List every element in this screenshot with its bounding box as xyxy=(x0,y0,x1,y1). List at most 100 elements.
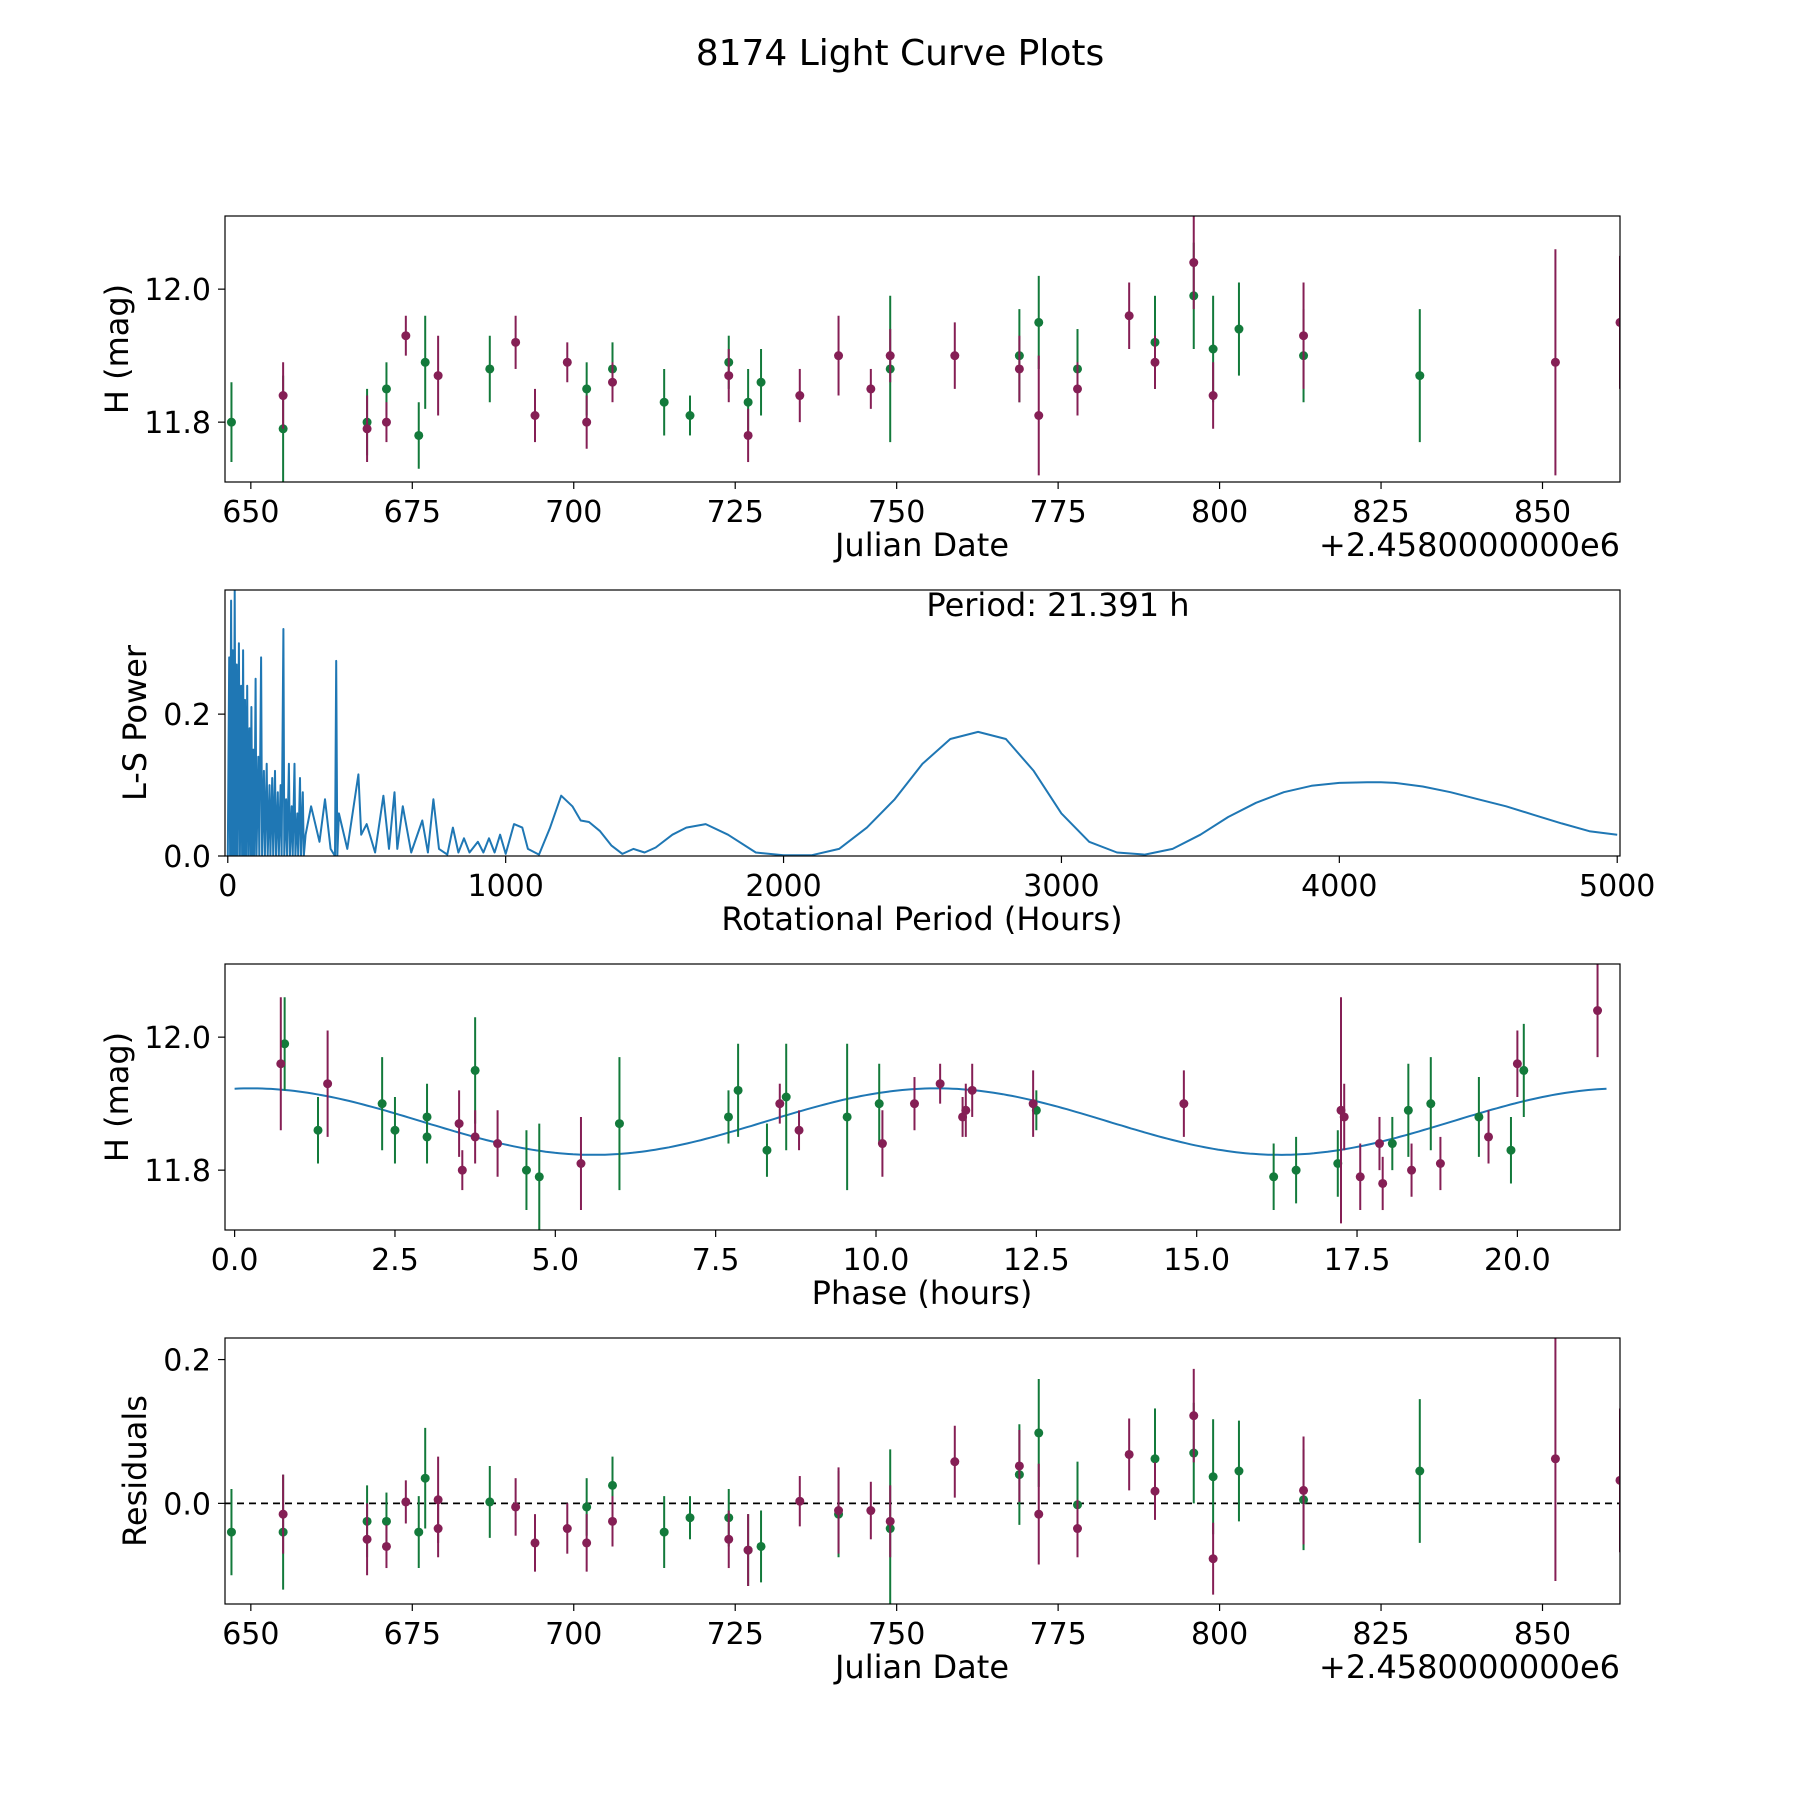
phased-point-purple xyxy=(1407,1165,1417,1175)
lightcurve-point-purple xyxy=(885,351,895,361)
residuals-point-green xyxy=(485,1497,495,1507)
lightcurve-point-green xyxy=(1234,324,1244,334)
residuals-point-purple xyxy=(381,1541,391,1551)
lightcurve-xtick-label: 775 xyxy=(1029,495,1086,530)
lightcurve-points xyxy=(226,216,1620,482)
residuals-point-purple xyxy=(562,1524,572,1534)
phased-x-label: Phase (hours) xyxy=(812,1274,1033,1312)
phased-model-curve xyxy=(234,1087,1607,1156)
lightcurve-xtick-label: 675 xyxy=(384,495,441,530)
lightcurve-point-green xyxy=(743,397,753,407)
residuals-y-label: Residuals xyxy=(116,1395,154,1547)
lightcurve-point-purple xyxy=(362,424,372,434)
residuals-point-green xyxy=(420,1473,430,1483)
lightcurve-point-purple xyxy=(950,351,960,361)
periodogram-xtick-label: 5000 xyxy=(1579,869,1655,904)
residuals-x-label: Julian Date xyxy=(833,1648,1009,1686)
phased-point-purple xyxy=(1355,1172,1365,1182)
residuals-ytick-label: 0.2 xyxy=(163,1344,211,1379)
phased-point-purple xyxy=(576,1159,586,1168)
phased-xtick-label: 20.0 xyxy=(1484,1243,1551,1278)
phased-point-purple xyxy=(1484,1132,1494,1142)
residuals-y-ticks: 0.0 0.2 xyxy=(163,1344,225,1522)
phased-point-purple xyxy=(1179,1099,1189,1109)
lightcurve-point-purple xyxy=(608,377,617,387)
lightcurve-xtick-label: 700 xyxy=(545,495,602,530)
panel-phased: 0.0 2.5 5.0 7.5 10.0 12.5 15.0 17.5 20.0 11.8 12.… xyxy=(98,963,1621,1312)
phased-point-green xyxy=(874,1099,884,1109)
residuals-point-purple xyxy=(866,1506,876,1516)
lightcurve-point-green xyxy=(420,357,430,367)
lightcurve-point-purple xyxy=(1189,258,1199,268)
phased-xtick-label: 12.5 xyxy=(1003,1243,1070,1278)
panel-residuals: 650 675 700 725 750 775 800 825 850 0.0 0.2 Julia… xyxy=(116,1337,1621,1686)
residuals-point-green xyxy=(685,1513,695,1523)
lightcurve-xtick-label: 725 xyxy=(707,495,764,530)
residuals-xtick-label: 750 xyxy=(868,1617,925,1652)
phased-point-green xyxy=(842,1112,852,1122)
lightcurve-point-purple xyxy=(743,430,753,440)
phased-point-purple xyxy=(794,1125,804,1135)
lightcurve-point-purple xyxy=(530,411,540,420)
residuals-point-green xyxy=(659,1527,669,1537)
lightcurve-point-purple xyxy=(381,417,391,427)
residuals-point-purple xyxy=(1124,1449,1134,1459)
phased-xtick-label: 7.5 xyxy=(692,1243,740,1278)
phased-point-purple xyxy=(1374,1139,1384,1149)
lightcurve-point-green xyxy=(659,397,669,407)
lightcurve-ytick-label: 11.8 xyxy=(144,406,211,441)
phased-point-purple xyxy=(935,1079,945,1089)
residuals-point-purple xyxy=(511,1502,521,1512)
lightcurve-point-purple xyxy=(1615,317,1620,327)
phased-point-purple xyxy=(323,1079,333,1089)
phased-point-purple xyxy=(775,1099,785,1109)
residuals-point-purple xyxy=(278,1509,288,1519)
periodogram-y-label: L-S Power xyxy=(116,644,154,801)
phased-point-green xyxy=(1506,1145,1516,1155)
residuals-point-purple xyxy=(362,1534,372,1544)
residuals-point-purple xyxy=(743,1545,753,1555)
lightcurve-point-green xyxy=(414,430,424,440)
periodogram-axes-frame xyxy=(224,589,1621,857)
residuals-xtick-label: 675 xyxy=(384,1617,441,1652)
lightcurve-offset-label: +2.4580000000e6 xyxy=(1319,526,1620,564)
residuals-point-purple xyxy=(950,1457,960,1467)
lightcurve-point-green xyxy=(226,417,236,427)
phased-point-purple xyxy=(1593,1006,1603,1016)
residuals-point-green xyxy=(1234,1466,1244,1476)
residuals-point-purple xyxy=(1150,1486,1160,1496)
lightcurve-point-purple xyxy=(511,337,521,347)
residuals-point-green xyxy=(1208,1472,1218,1482)
phased-point-green xyxy=(733,1085,743,1095)
periodogram-plot-area xyxy=(226,590,1618,856)
lightcurve-point-green xyxy=(582,384,592,394)
lightcurve-point-green xyxy=(1415,371,1425,381)
lightcurve-point-purple xyxy=(834,351,844,361)
residuals-xtick-label: 700 xyxy=(545,1617,602,1652)
phased-plot-area xyxy=(234,964,1607,1230)
periodogram-xtick-label: 2000 xyxy=(745,869,821,904)
lightcurve-point-green xyxy=(1034,317,1044,327)
phased-xtick-label: 5.0 xyxy=(531,1243,579,1278)
lightcurve-point-green xyxy=(381,384,391,394)
phased-point-purple xyxy=(1378,1178,1388,1188)
phased-point-green xyxy=(521,1165,531,1175)
phased-point-purple xyxy=(1339,1112,1349,1122)
phased-xtick-label: 0.0 xyxy=(211,1243,259,1278)
phased-xtick-label: 10.0 xyxy=(843,1243,910,1278)
phased-point-green xyxy=(422,1132,432,1142)
phased-point-purple xyxy=(1512,1059,1522,1069)
periodogram-ytick-label: 0.0 xyxy=(163,840,211,875)
residuals-xtick-label: 725 xyxy=(707,1617,764,1652)
residuals-point-green xyxy=(414,1527,424,1537)
lightcurve-xtick-label: 850 xyxy=(1514,495,1571,530)
residuals-point-green xyxy=(1034,1428,1044,1438)
phased-point-green xyxy=(1403,1105,1413,1115)
residuals-point-purple xyxy=(795,1496,805,1506)
lightcurve-point-purple xyxy=(401,331,411,341)
phased-point-purple xyxy=(1435,1159,1445,1168)
residuals-point-purple xyxy=(724,1534,734,1544)
lightcurve-point-purple xyxy=(1014,364,1024,374)
residuals-point-green xyxy=(608,1480,617,1490)
phased-point-purple xyxy=(967,1085,977,1095)
